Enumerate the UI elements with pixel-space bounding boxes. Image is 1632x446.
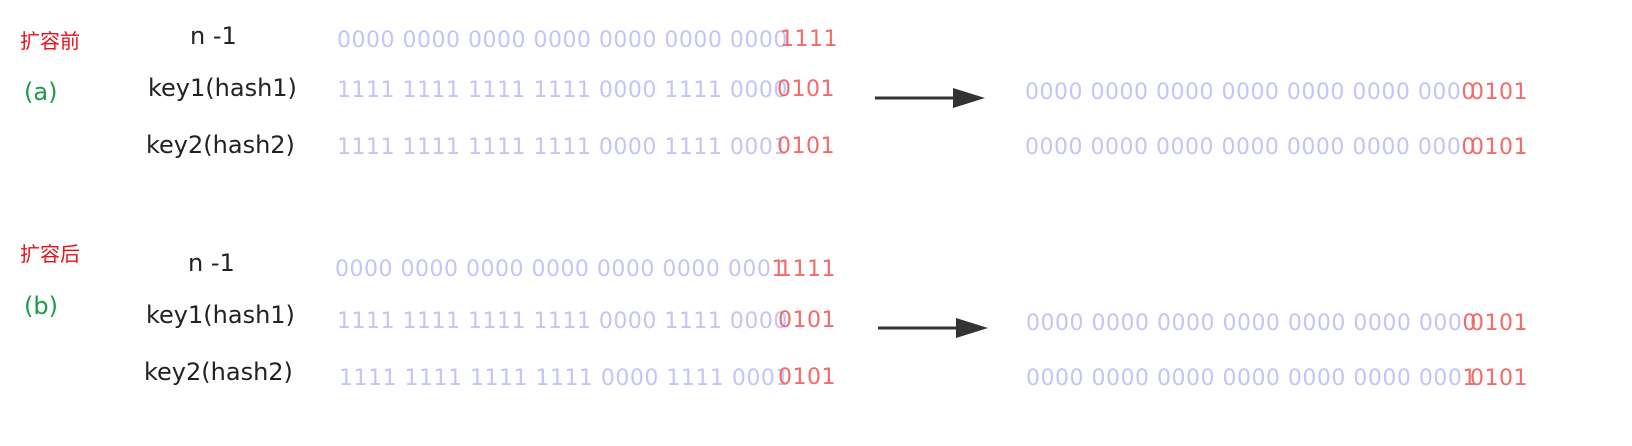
section-a-label: (a) [24, 78, 57, 106]
section-b-result-key1-low-bits: 0101 [1470, 311, 1528, 336]
high-bits-text: 1111 1111 1111 1111 0000 1111 0001 [337, 135, 788, 160]
section-b-row-key2-low-bits: 0101 [778, 365, 836, 390]
section-a-result-key1-high-bits: 0000 0000 0000 0000 0000 0000 0000 [1025, 80, 1476, 105]
high-bits-text: 1111 1111 1111 1111 0000 1111 0001 [339, 366, 790, 391]
section-b-row-key2-label: key2(hash2) [144, 358, 293, 386]
section-b-row-n-minus-1-low-bits: 1111 [778, 257, 836, 282]
section-b-label: (b) [24, 292, 58, 320]
section-b-result-key1-high-bits: 0000 0000 0000 0000 0000 0000 0000 [1026, 311, 1477, 336]
section-b-row-n-minus-1-label: n -1 [188, 249, 235, 277]
high-bits-text: 0000 0000 0000 0000 0000 0000 000 [1025, 135, 1461, 160]
section-a-row-key1-high-bits: 1111 1111 1111 1111 0000 1111 0000 [337, 78, 788, 103]
section-a-row-key1-low-bits: 0101 [777, 77, 835, 102]
section-a-row-n-minus-1-low-bits: 1111 [780, 27, 838, 52]
high-bits-text: 1111 1111 1111 1111 0000 1111 0000 [337, 309, 788, 334]
high-bits-text: 0000 0000 0000 0000 0000 0000 000 [1026, 366, 1462, 391]
section-a-result-key2-high-bits: 0000 0000 0000 0000 0000 0000 0000 [1025, 135, 1476, 160]
section-b-row-key2-high-bits: 1111 1111 1111 1111 0000 1111 0001 [339, 366, 790, 391]
section-a-row-n-minus-1-high-bits: 0000 0000 0000 0000 0000 0000 0000 [337, 28, 788, 53]
section-b-row-key1-label: key1(hash1) [146, 301, 295, 329]
right-arrow-icon [878, 316, 990, 340]
high-bits-text: 0000 0000 0000 0000 0000 0000 000 [335, 257, 771, 282]
section-a-title: 扩容前 [20, 25, 80, 54]
high-bits-text: 0000 0000 0000 0000 0000 0000 000 [1025, 80, 1461, 105]
high-bits-text: 0000 0000 0000 0000 0000 0000 000 [1026, 311, 1462, 336]
section-b-row-key1-low-bits: 0101 [778, 308, 836, 333]
section-b-result-key2-low-bits: 0101 [1470, 366, 1528, 391]
section-a-result-key2-low-bits: 0101 [1470, 135, 1528, 160]
section-a-row-n-minus-1-label: n -1 [190, 22, 237, 50]
section-b-row-key1-high-bits: 1111 1111 1111 1111 0000 1111 0000 [337, 309, 788, 334]
section-a-row-key2-low-bits: 0101 [777, 134, 835, 159]
section-a-row-key2-high-bits: 1111 1111 1111 1111 0000 1111 0001 [337, 135, 788, 160]
section-a-result-key1-low-bits: 0101 [1470, 80, 1528, 105]
section-a-row-key1-label: key1(hash1) [148, 74, 297, 102]
high-bits-text: 0000 0000 0000 0000 0000 0000 0000 [337, 28, 788, 53]
section-b-result-key2-high-bits: 0000 0000 0000 0000 0000 0000 0001 [1026, 366, 1477, 391]
section-b-title: 扩容后 [20, 238, 80, 267]
section-b-row-n-minus-1-high-bits: 0000 0000 0000 0000 0000 0000 0001 [335, 257, 786, 282]
section-a-row-key2-label: key2(hash2) [146, 131, 295, 159]
right-arrow-icon [875, 86, 987, 110]
high-bits-text: 1111 1111 1111 1111 0000 1111 0000 [337, 78, 788, 103]
